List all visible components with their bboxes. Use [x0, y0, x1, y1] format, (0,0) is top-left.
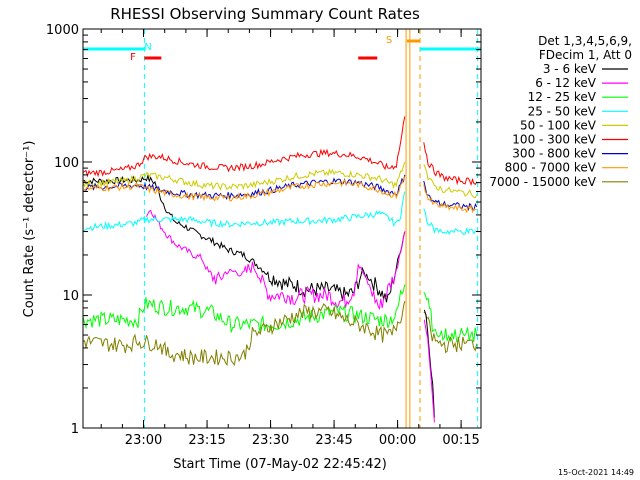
legend-header-line-2: FDecim 1, Att 0 [539, 48, 632, 62]
flag-label-S: S [386, 35, 392, 46]
plot-frame [82, 28, 482, 429]
legend-label: 100 - 300 keV [512, 133, 596, 147]
series-line-segment-17 [423, 319, 435, 423]
series-line-segment-15 [423, 311, 478, 354]
x-tick-label: 23:15 [188, 433, 225, 448]
footer-date: 15-Oct-2021 14:49 [558, 468, 634, 477]
legend-label: 6 - 12 keV [535, 76, 597, 90]
series-line-segment-9 [423, 142, 478, 187]
plot-area [83, 29, 481, 428]
series-line-segment-11 [423, 180, 478, 212]
x-tick-label: 00:00 [379, 433, 416, 448]
x-tick-label: 23:00 [125, 433, 162, 448]
x-axis-label: Start Time (07-May-02 22:45:42) [173, 457, 387, 472]
series-line-3-6-kev [83, 173, 406, 303]
chart-title: RHESSI Observing Summary Count Rates [110, 5, 420, 23]
legend-label: 25 - 50 keV [528, 104, 597, 118]
series-line-800-7000-kev [83, 176, 406, 202]
series-line-7000-15000-kev [83, 300, 406, 367]
series-line-segment-10 [423, 164, 478, 199]
y-axis: 1 10 100 1000 [46, 23, 481, 437]
y-tick-label: 100 [54, 156, 79, 171]
series-line-12-25-kev [83, 284, 406, 333]
flag-label-F: F [130, 52, 136, 63]
legend-label: 50 - 100 keV [520, 118, 597, 132]
legend-label: 800 - 7000 keV [505, 161, 597, 175]
y-tick-label: 10 [62, 289, 79, 304]
x-tick-label: 23:30 [252, 433, 289, 448]
x-tick-label: 23:45 [315, 433, 352, 448]
series-line-50-100-kev [83, 161, 406, 191]
x-tick-label: 00:15 [442, 433, 479, 448]
x-axis: 23:00 23:15 23:30 23:45 00:00 00:15 [100, 29, 480, 448]
series-line-6-12-kev [146, 209, 406, 311]
y-tick-label: 1 [71, 422, 79, 437]
legend-label: 300 - 800 keV [512, 147, 596, 161]
flag-label-N: N [144, 42, 151, 53]
legend-label: 12 - 25 keV [528, 90, 597, 104]
legend: Det 1,3,4,5,6,9, FDecim 1, Att 0 3 - 6 k… [489, 34, 632, 189]
series-line-segment-13 [423, 208, 477, 236]
series-line-segment-16 [423, 309, 435, 418]
y-tick-label: 1000 [46, 23, 79, 38]
series-line-segment-12 [423, 184, 477, 214]
series-line-100-300-kev [83, 116, 406, 178]
legend-header-line-1: Det 1,3,4,5,6,9, [538, 34, 632, 48]
series-line-25-50-kev [83, 191, 406, 232]
y-axis-label: Count Rate (s⁻¹ detector⁻¹) [22, 141, 37, 318]
legend-label: 7000 - 15000 keV [489, 175, 596, 189]
legend-label: 3 - 6 keV [543, 62, 597, 76]
